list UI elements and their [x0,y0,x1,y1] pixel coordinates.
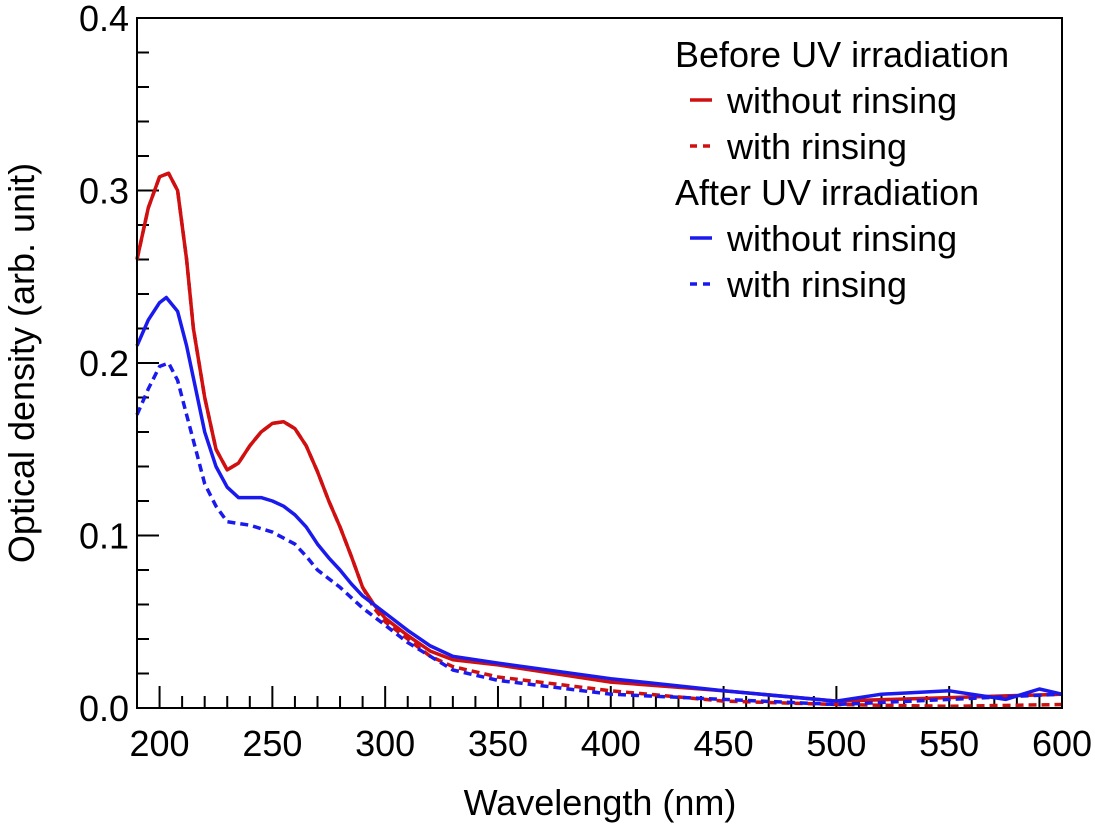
x-tick-label: 300 [355,723,415,764]
legend-group-title: After UV irradiation [675,172,979,213]
x-tick-label: 500 [806,723,866,764]
x-tick-label: 400 [581,723,641,764]
axis-ticks [136,17,1063,709]
legend-entry-label: with rinsing [726,126,907,167]
x-tick-label: 200 [130,723,190,764]
x-axis-label: Wavelength (nm) [464,782,737,823]
x-tick-label: 350 [468,723,528,764]
series-line [135,295,1063,703]
legend-group-title: Before UV irradiation [675,34,1009,75]
x-tick-label: 450 [694,723,754,764]
legend-entry-label: with rinsing [726,264,907,305]
y-tick-label: 0.3 [79,171,129,212]
legend: Before UV irradiation without rinsing with… [675,34,1009,305]
y-tick-label: 0.0 [79,688,129,729]
series-line [135,361,1063,707]
x-tick-label: 550 [919,723,979,764]
series-group [135,171,1063,709]
x-tick-labels: 200 250 300 350 400 450 500 550 600 [130,723,1093,764]
plot-frame [136,17,1063,709]
legend-entry-label: without rinsing [726,218,957,259]
x-tick-label: 250 [242,723,302,764]
y-tick-label: 0.2 [79,343,129,384]
y-tick-labels: 0.0 0.1 0.2 0.3 0.4 [79,0,129,729]
y-axis-label: Optical density (arb. unit) [1,163,42,563]
y-tick-label: 0.1 [79,516,129,557]
y-tick-label: 0.4 [79,0,129,39]
x-tick-label: 600 [1032,723,1092,764]
legend-entry-label: without rinsing [726,80,957,121]
series-line [135,171,1063,709]
